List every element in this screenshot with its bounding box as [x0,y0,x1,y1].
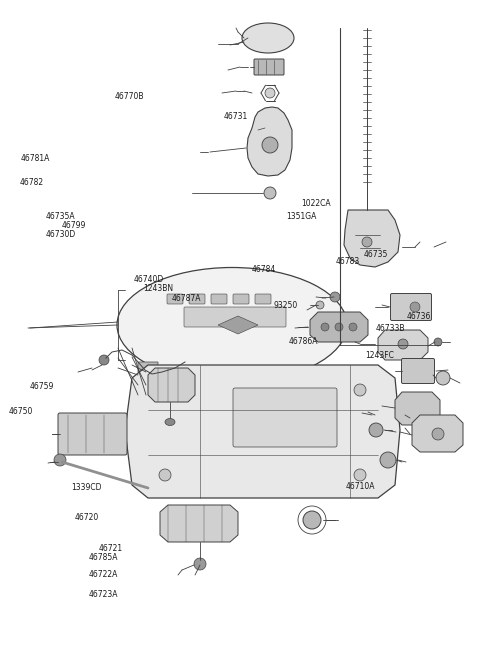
Circle shape [380,452,396,468]
FancyBboxPatch shape [184,307,286,327]
Circle shape [54,454,66,466]
Circle shape [262,137,278,153]
Text: 1022CA: 1022CA [301,198,331,208]
Text: 46723A: 46723A [89,590,118,599]
Circle shape [99,355,109,365]
Circle shape [354,384,366,396]
FancyBboxPatch shape [255,294,271,304]
Text: 46782: 46782 [19,178,43,187]
Text: 46783: 46783 [336,257,360,267]
Polygon shape [218,316,258,334]
Circle shape [369,423,383,437]
Text: 46722A: 46722A [89,570,118,579]
Circle shape [159,469,171,481]
Text: 46720: 46720 [74,513,99,522]
Circle shape [354,469,366,481]
Polygon shape [160,505,238,542]
Circle shape [434,338,442,346]
Circle shape [362,237,372,247]
FancyBboxPatch shape [233,388,337,447]
Circle shape [349,323,357,331]
Polygon shape [310,312,368,342]
Polygon shape [344,210,400,267]
Text: 46733B: 46733B [375,324,405,333]
Circle shape [335,323,343,331]
Text: 46781A: 46781A [20,154,49,163]
Polygon shape [378,330,428,360]
Text: 46735A: 46735A [46,212,75,221]
Circle shape [398,339,408,349]
FancyBboxPatch shape [58,413,127,455]
Text: 46786A: 46786A [289,337,318,346]
FancyBboxPatch shape [401,358,434,383]
Text: 46710A: 46710A [346,481,375,491]
Text: 46787A: 46787A [172,293,201,303]
Circle shape [432,428,444,440]
Circle shape [410,302,420,312]
Text: 46799: 46799 [61,221,86,230]
Circle shape [330,292,340,302]
Polygon shape [138,362,158,374]
FancyBboxPatch shape [167,294,183,304]
Text: 46740D: 46740D [133,274,164,284]
Text: 46770B: 46770B [114,92,144,102]
Ellipse shape [117,267,347,383]
Text: 46721: 46721 [98,544,122,553]
Polygon shape [125,365,400,498]
Text: 1339CD: 1339CD [71,483,102,493]
Circle shape [264,187,276,199]
Circle shape [316,301,324,309]
Text: 46784: 46784 [252,265,276,274]
Polygon shape [148,368,195,402]
Polygon shape [412,415,463,452]
FancyBboxPatch shape [233,294,249,304]
Circle shape [321,323,329,331]
Text: 93250: 93250 [274,301,298,310]
Polygon shape [247,107,292,176]
Circle shape [303,511,321,529]
Circle shape [265,88,275,98]
Ellipse shape [165,419,175,426]
Text: 46759: 46759 [30,382,54,391]
Ellipse shape [242,23,294,53]
Text: 46736: 46736 [407,312,432,321]
FancyBboxPatch shape [189,294,205,304]
Text: 46735: 46735 [364,250,388,259]
Text: 1243FC: 1243FC [365,351,394,360]
Text: 46750: 46750 [9,407,33,416]
Text: 46731: 46731 [223,112,248,121]
Text: 1351GA: 1351GA [287,212,317,221]
Circle shape [436,371,450,385]
Text: 46785A: 46785A [89,553,118,562]
Circle shape [159,384,171,396]
FancyBboxPatch shape [391,293,432,320]
Text: 1243BN: 1243BN [143,284,173,293]
FancyBboxPatch shape [254,59,284,75]
FancyBboxPatch shape [211,294,227,304]
Text: 46730D: 46730D [46,230,76,239]
Circle shape [194,558,206,570]
Polygon shape [395,392,440,425]
